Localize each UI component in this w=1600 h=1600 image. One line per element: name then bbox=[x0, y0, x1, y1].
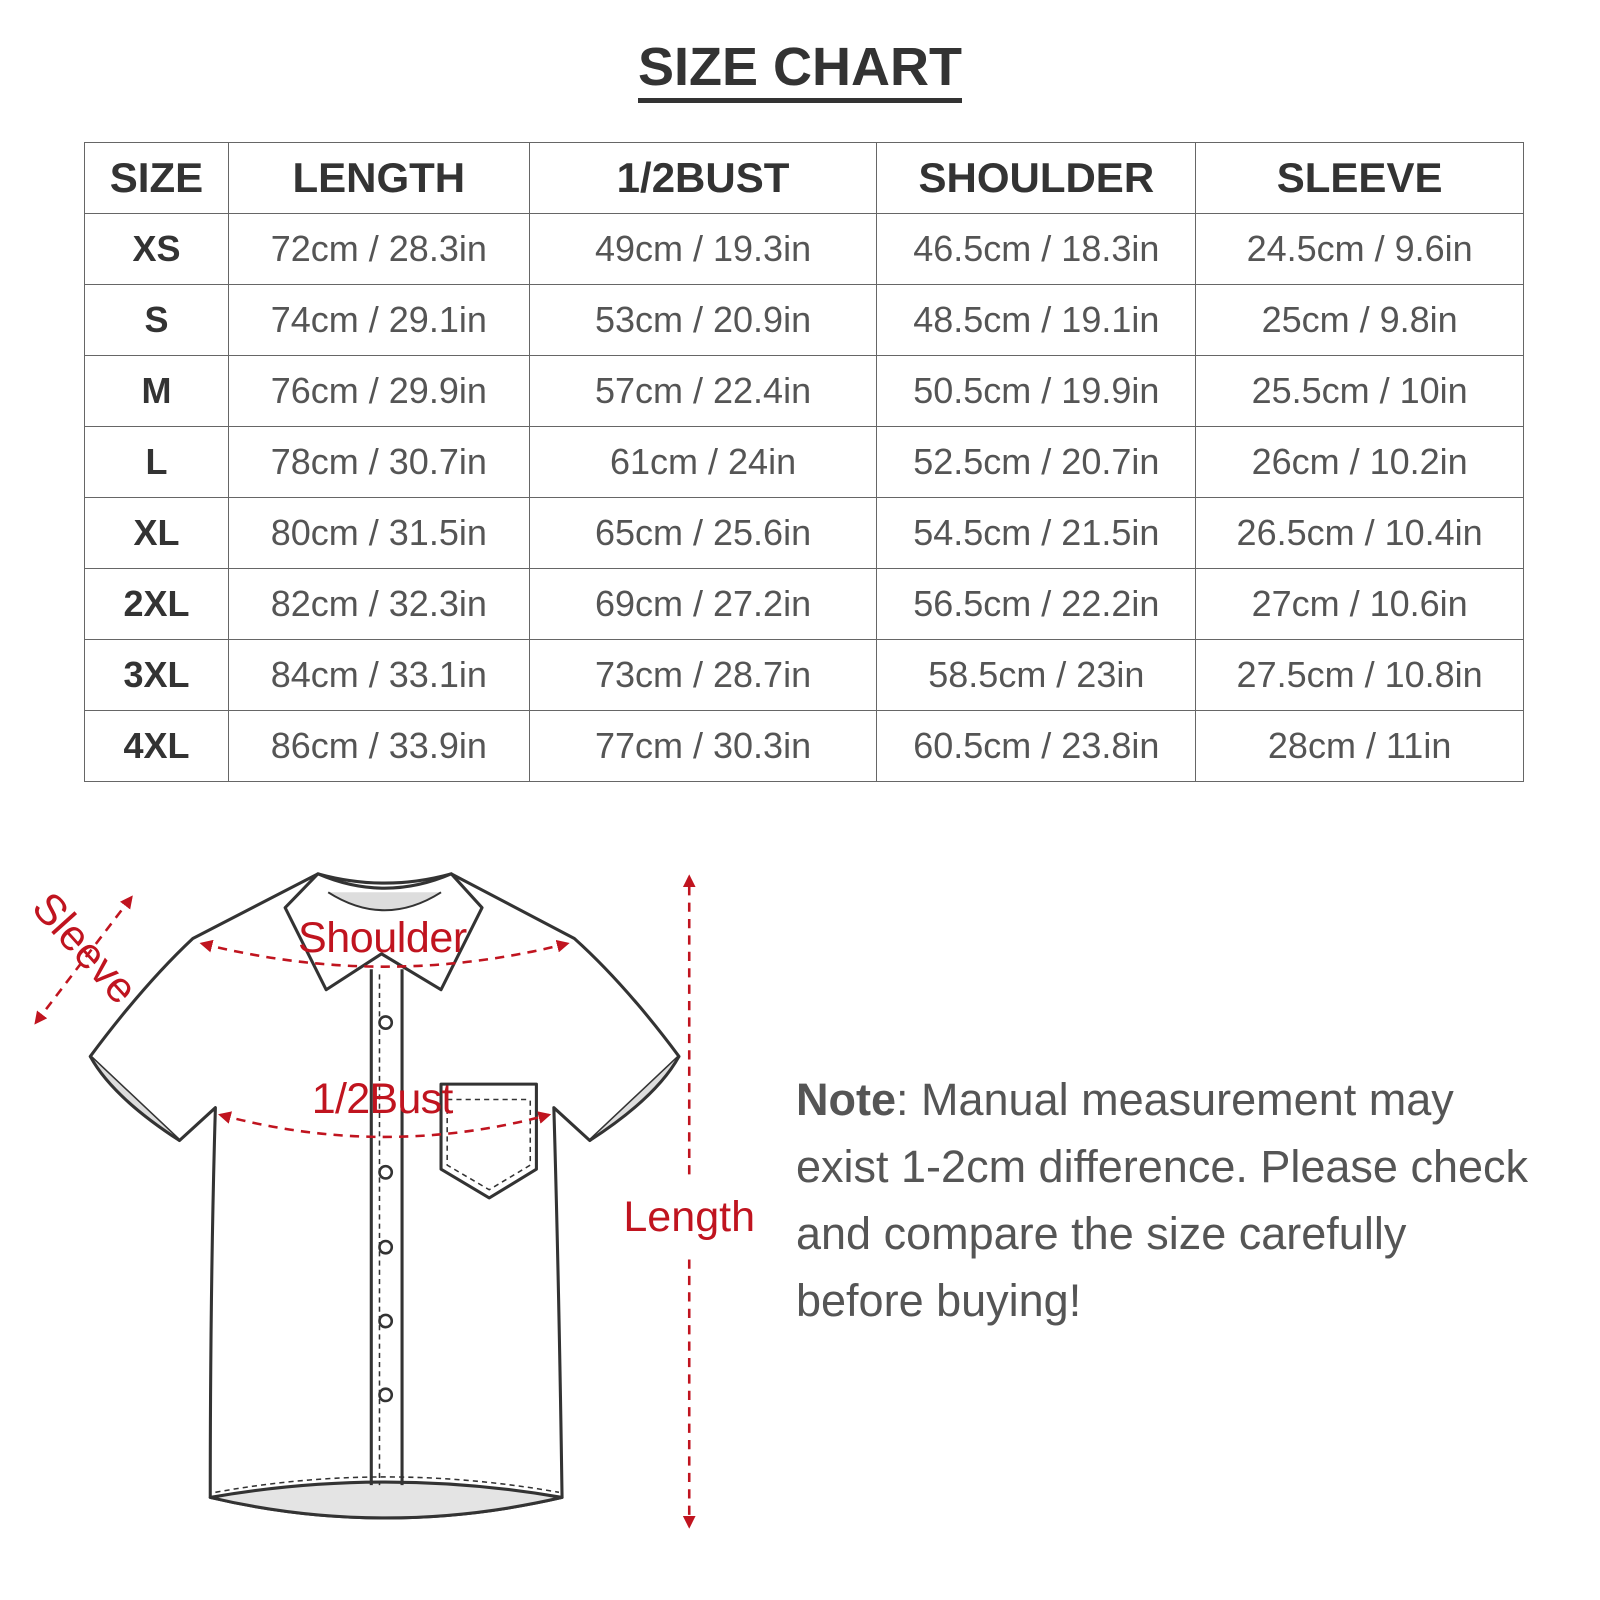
measurement-cell: 65cm / 25.6in bbox=[528, 497, 878, 569]
measurement-cell: 84cm / 33.1in bbox=[227, 639, 530, 711]
measurement-cell: 76cm / 29.9in bbox=[227, 355, 530, 427]
page-title: SIZE CHART bbox=[0, 36, 1600, 103]
table-row: 4XL 86cm / 33.9in 77cm / 30.3in 60.5cm / 23… bbox=[84, 710, 1524, 782]
measurement-cell: 60.5cm / 23.8in bbox=[876, 710, 1197, 782]
size-cell: 4XL bbox=[84, 710, 229, 782]
measurement-cell: 52.5cm / 20.7in bbox=[876, 426, 1197, 498]
measurement-cell: 73cm / 28.7in bbox=[528, 639, 878, 711]
table-row: S 74cm / 29.1in 53cm / 20.9in 48.5cm / 19.1… bbox=[84, 284, 1524, 356]
note-text: Note: Manual measurement may exist 1-2cm… bbox=[796, 1074, 1529, 1326]
measurement-cell: 53cm / 20.9in bbox=[528, 284, 878, 356]
note-label: Note bbox=[796, 1074, 896, 1125]
measurement-cell: 57cm / 22.4in bbox=[528, 355, 878, 427]
measurement-cell: 56.5cm / 22.2in bbox=[876, 568, 1197, 640]
measurement-cell: 50.5cm / 19.9in bbox=[876, 355, 1197, 427]
size-table: SIZE LENGTH 1/2BUST SHOULDER SLEEVE XS 72cm /… bbox=[84, 142, 1524, 782]
measurement-cell: 26cm / 10.2in bbox=[1195, 426, 1524, 498]
button-icon bbox=[378, 1387, 394, 1403]
measurement-cell: 54.5cm / 21.5in bbox=[876, 497, 1197, 569]
table-row: L 78cm / 30.7in 61cm / 24in 52.5cm / 20.7in… bbox=[84, 426, 1524, 498]
size-cell: 3XL bbox=[84, 639, 229, 711]
size-cell: L bbox=[84, 426, 229, 498]
length-label: Length bbox=[623, 1193, 755, 1241]
table-row: M 76cm / 29.9in 57cm / 22.4in 50.5cm / 19.9… bbox=[84, 355, 1524, 427]
button-icon bbox=[378, 1164, 394, 1180]
measurement-cell: 25cm / 9.8in bbox=[1195, 284, 1524, 356]
button-icon bbox=[378, 1015, 394, 1030]
measurement-cell: 58.5cm / 23in bbox=[876, 639, 1197, 711]
table-row: XS 72cm / 28.3in 49cm / 19.3in 46.5cm / 18.… bbox=[84, 213, 1524, 285]
table-row: XL 80cm / 31.5in 65cm / 25.6in 54.5cm / 21.… bbox=[84, 497, 1524, 569]
measurement-cell: 61cm / 24in bbox=[528, 426, 878, 498]
shirt-illustration bbox=[88, 872, 681, 1520]
shoulder-label: Shoulder bbox=[298, 914, 467, 962]
column-header-length: LENGTH bbox=[227, 142, 530, 214]
table-header-row: SIZE LENGTH 1/2BUST SHOULDER SLEEVE bbox=[84, 142, 1524, 214]
measurement-cell: 72cm / 28.3in bbox=[227, 213, 530, 285]
measurement-cell: 48.5cm / 19.1in bbox=[876, 284, 1197, 356]
shoulder-arrow bbox=[199, 939, 570, 968]
button-icon bbox=[378, 1239, 394, 1255]
measurement-cell: 80cm / 31.5in bbox=[227, 497, 530, 569]
measurement-cell: 82cm / 32.3in bbox=[227, 568, 530, 640]
size-cell: XL bbox=[84, 497, 229, 569]
size-cell: M bbox=[84, 355, 229, 427]
measurement-cell: 69cm / 27.2in bbox=[528, 568, 878, 640]
measurement-cell: 78cm / 30.7in bbox=[227, 426, 530, 498]
bust-arrow bbox=[218, 1111, 552, 1139]
button-icon bbox=[378, 1313, 394, 1329]
measurement-cell: 26.5cm / 10.4in bbox=[1195, 497, 1524, 569]
measurement-cell: 86cm / 33.9in bbox=[227, 710, 530, 782]
bust-label: 1/2Bust bbox=[312, 1075, 454, 1123]
size-cell: S bbox=[84, 284, 229, 356]
size-cell: 2XL bbox=[84, 568, 229, 640]
measurement-cell: 74cm / 29.1in bbox=[227, 284, 530, 356]
column-header-12bust: 1/2BUST bbox=[528, 142, 878, 214]
measurement-cell: 49cm / 19.3in bbox=[528, 213, 878, 285]
column-header-size: SIZE bbox=[84, 142, 229, 214]
column-header-shoulder: SHOULDER bbox=[876, 142, 1197, 214]
table-row: 2XL 82cm / 32.3in 69cm / 27.2in 56.5cm / 22… bbox=[84, 568, 1524, 640]
table-row: 3XL 84cm / 33.1in 73cm / 28.7in 58.5cm / 23… bbox=[84, 639, 1524, 711]
measurement-cell: 28cm / 11in bbox=[1195, 710, 1524, 782]
measurement-cell: 27cm / 10.6in bbox=[1195, 568, 1524, 640]
measurement-cell: 46.5cm / 18.3in bbox=[876, 213, 1197, 285]
